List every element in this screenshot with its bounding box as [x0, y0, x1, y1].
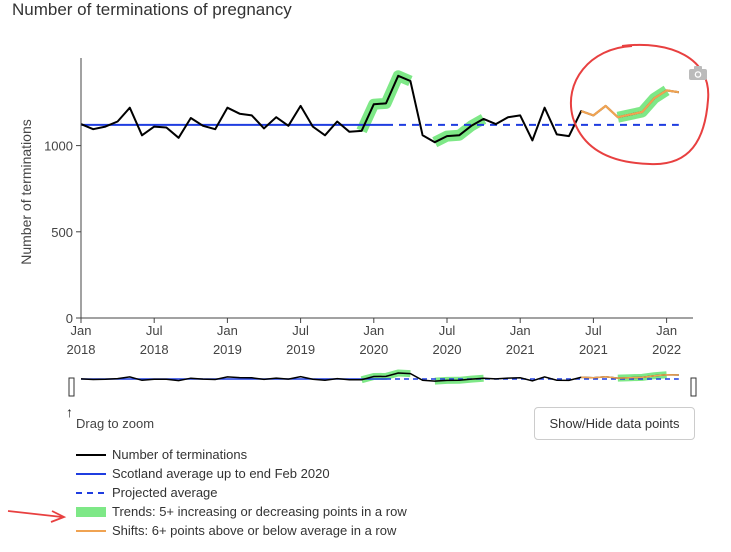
range-handle-right[interactable] [690, 377, 697, 397]
legend-label: Projected average [112, 485, 218, 500]
x-tick-label: Jan [510, 323, 531, 338]
x-tick-label: 2021 [506, 342, 535, 357]
y-tick-label: 500 [51, 225, 73, 240]
axes: 0 500 1000 Jan 2018 Jul 2018 Jan 2019 Jul 2019 Jan 2… [44, 58, 693, 357]
x-tick-label: 2019 [213, 342, 242, 357]
x-tick-label: 2019 [286, 342, 315, 357]
show-hide-data-points-button[interactable]: Show/Hide data points [534, 407, 695, 440]
legend-label: Scotland average up to end Feb 2020 [112, 466, 330, 481]
x-tick-label: Jan [363, 323, 384, 338]
range-slider[interactable] [68, 369, 697, 397]
range-terminations-line [80, 372, 679, 382]
x-tick-label: 2021 [579, 342, 608, 357]
chart-title: Number of terminations of pregnancy [12, 0, 292, 19]
x-tick-label: Jan [217, 323, 238, 338]
drag-hint: Drag to zoom [76, 416, 155, 431]
x-tick-label: Jul [439, 323, 456, 338]
red-arrow-annotation [7, 510, 63, 518]
x-tick-label: Jul [146, 323, 163, 338]
legend-label: Trends: 5+ increasing or decreasing poin… [112, 504, 407, 519]
legend-swatch-trends [76, 507, 106, 517]
y-axis-label: Number of terminations [18, 119, 34, 265]
legend-swatches [76, 454, 106, 532]
terminations-line [80, 74, 679, 144]
x-tick-label: Jan [71, 323, 92, 338]
x-tick-label: 2020 [359, 342, 388, 357]
y-tick-label: 0 [66, 311, 73, 326]
legend-label: Shifts: 6+ points above or below average… [112, 523, 397, 538]
range-handle-left[interactable] [68, 377, 75, 397]
x-tick-label: Jan [656, 323, 677, 338]
x-tick-label: 2022 [652, 342, 681, 357]
camera-icon[interactable] [689, 66, 707, 80]
x-tick-label: 2020 [433, 342, 462, 357]
range-shift-line [581, 374, 679, 379]
red-circle-annotation [569, 44, 710, 166]
red-arrow-head [50, 510, 67, 523]
legend-label: Number of terminations [112, 447, 248, 462]
data-lines [80, 74, 679, 144]
shift-line [580, 89, 679, 119]
up-arrow-icon: ↑ [66, 404, 73, 420]
x-tick-label: 2018 [67, 342, 96, 357]
x-tick-label: Jul [585, 323, 602, 338]
x-tick-label: Jul [292, 323, 309, 338]
y-tick-label: 1000 [44, 139, 73, 154]
trend-highlights [356, 70, 670, 148]
x-tick-label: 2018 [140, 342, 169, 357]
